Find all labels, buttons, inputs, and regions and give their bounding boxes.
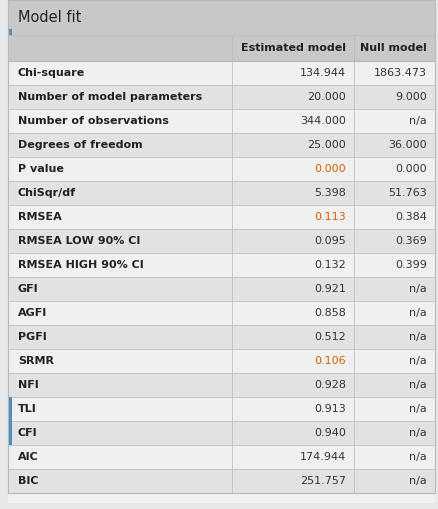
Bar — [8, 61, 434, 85]
Text: 0.106: 0.106 — [314, 356, 345, 366]
Text: 0.858: 0.858 — [313, 308, 345, 318]
Bar — [8, 397, 12, 421]
Text: n/a: n/a — [408, 452, 426, 462]
Text: n/a: n/a — [408, 380, 426, 390]
Text: BIC: BIC — [18, 476, 39, 486]
Bar — [8, 397, 434, 421]
Bar — [8, 229, 434, 253]
Text: 0.095: 0.095 — [314, 236, 345, 246]
Text: Null model: Null model — [360, 43, 426, 53]
Bar — [8, 493, 434, 503]
Text: n/a: n/a — [408, 332, 426, 342]
Text: 36.000: 36.000 — [388, 140, 426, 150]
Text: 251.757: 251.757 — [299, 476, 345, 486]
Text: 174.944: 174.944 — [299, 452, 345, 462]
Text: Degrees of freedom: Degrees of freedom — [18, 140, 142, 150]
Bar — [8, 421, 12, 445]
Bar — [8, 469, 434, 493]
Text: 0.113: 0.113 — [314, 212, 345, 222]
Bar — [8, 109, 434, 133]
Text: 0.000: 0.000 — [395, 164, 426, 174]
Text: RMSEA LOW 90% CI: RMSEA LOW 90% CI — [18, 236, 140, 246]
Bar — [8, 373, 434, 397]
Text: Number of observations: Number of observations — [18, 116, 169, 126]
Text: Estimated model: Estimated model — [240, 43, 345, 53]
Text: AIC: AIC — [18, 452, 39, 462]
Text: SRMR: SRMR — [18, 356, 54, 366]
Text: 0.921: 0.921 — [313, 284, 345, 294]
Text: TLI: TLI — [18, 404, 37, 414]
Text: ChiSqr/df: ChiSqr/df — [18, 188, 76, 198]
Text: 134.944: 134.944 — [299, 68, 345, 78]
Text: 0.928: 0.928 — [313, 380, 345, 390]
Text: n/a: n/a — [408, 356, 426, 366]
Text: Model fit: Model fit — [18, 10, 81, 25]
Bar — [8, 85, 434, 109]
Text: 0.369: 0.369 — [394, 236, 426, 246]
Bar — [8, 157, 434, 181]
Text: 25.000: 25.000 — [307, 140, 345, 150]
Bar — [8, 325, 434, 349]
Text: CFI: CFI — [18, 428, 38, 438]
Text: Chi-square: Chi-square — [18, 68, 85, 78]
Text: 0.384: 0.384 — [394, 212, 426, 222]
Bar — [8, 445, 434, 469]
Text: RMSEA HIGH 90% CI: RMSEA HIGH 90% CI — [18, 260, 143, 270]
Text: 0.000: 0.000 — [314, 164, 345, 174]
Text: 9.000: 9.000 — [394, 92, 426, 102]
Bar — [8, 349, 434, 373]
Bar — [8, 205, 434, 229]
Bar — [8, 35, 434, 61]
Text: n/a: n/a — [408, 308, 426, 318]
Text: PGFI: PGFI — [18, 332, 46, 342]
Text: 51.763: 51.763 — [387, 188, 426, 198]
Bar — [8, 421, 434, 445]
Text: P value: P value — [18, 164, 64, 174]
Bar — [8, 277, 434, 301]
Text: n/a: n/a — [408, 404, 426, 414]
Text: n/a: n/a — [408, 428, 426, 438]
Text: 1863.473: 1863.473 — [373, 68, 426, 78]
Bar — [8, 301, 434, 325]
Text: 0.132: 0.132 — [314, 260, 345, 270]
Bar — [8, 253, 434, 277]
Text: n/a: n/a — [408, 284, 426, 294]
Bar — [8, 181, 434, 205]
Text: 0.512: 0.512 — [314, 332, 345, 342]
Text: 0.913: 0.913 — [314, 404, 345, 414]
Text: n/a: n/a — [408, 476, 426, 486]
Text: 5.398: 5.398 — [313, 188, 345, 198]
Text: GFI: GFI — [18, 284, 39, 294]
Text: AGFI: AGFI — [18, 308, 47, 318]
Bar — [8, 0, 434, 35]
Text: n/a: n/a — [408, 116, 426, 126]
Text: RMSEA: RMSEA — [18, 212, 62, 222]
Bar — [8, 133, 434, 157]
Text: 0.940: 0.940 — [313, 428, 345, 438]
Text: 344.000: 344.000 — [299, 116, 345, 126]
Text: 0.399: 0.399 — [394, 260, 426, 270]
Bar — [8, 29, 12, 35]
Text: NFI: NFI — [18, 380, 39, 390]
Text: 20.000: 20.000 — [307, 92, 345, 102]
Text: Number of model parameters: Number of model parameters — [18, 92, 202, 102]
